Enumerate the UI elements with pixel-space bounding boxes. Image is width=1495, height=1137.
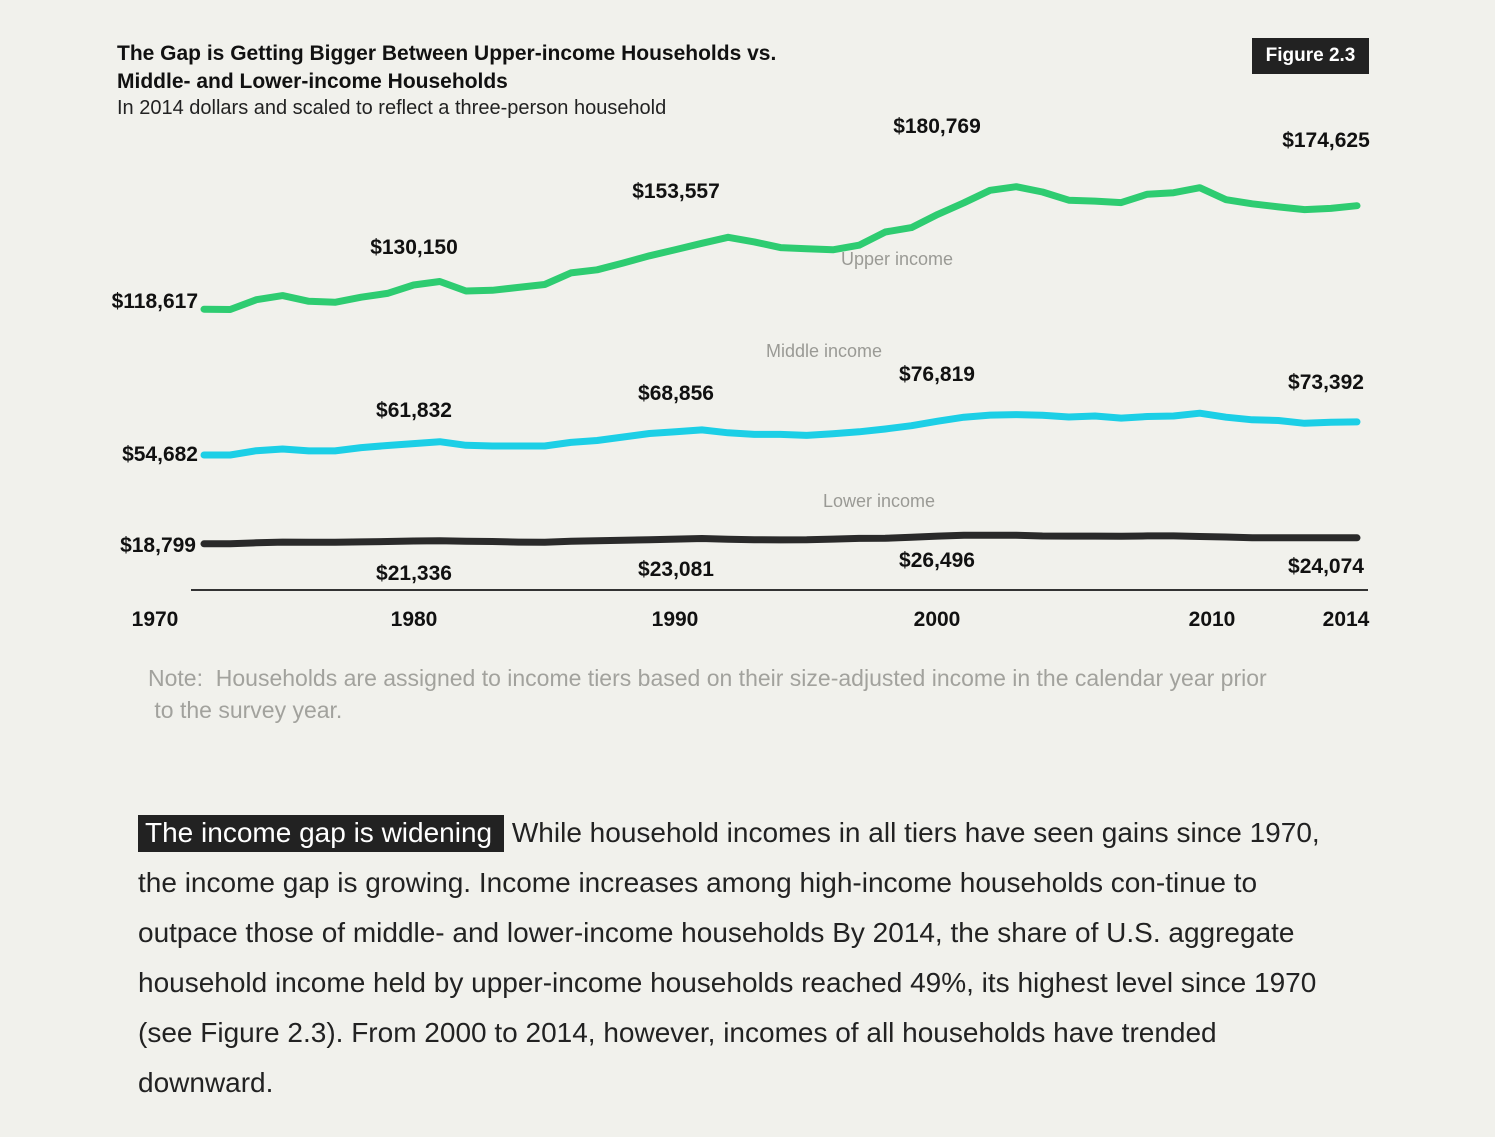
data-label-upper-1979: $130,150 [370, 236, 458, 259]
body-paragraph: The income gap is widening While househo… [138, 808, 1358, 1108]
data-label-upper-1970: $118,617 [112, 290, 198, 313]
data-label-middle-1970: $54,682 [122, 443, 198, 466]
data-label-lower-2014: $24,074 [1288, 555, 1364, 578]
data-label-lower-1979: $21,336 [376, 562, 452, 585]
data-label-lower-1970: $18,799 [120, 534, 196, 557]
x-tick-label-2014: 2014 [1323, 608, 1370, 631]
chart-note: Note: Households are assigned to income … [148, 662, 1378, 726]
data-label-upper-1999: $180,769 [893, 115, 981, 138]
data-label-middle-1999: $76,819 [899, 363, 975, 386]
data-label-middle-1979: $61,832 [376, 399, 452, 422]
data-label-upper-2014: $174,625 [1282, 129, 1370, 152]
series-line-upper [200, 183, 1361, 313]
data-label-middle-2014: $73,392 [1288, 371, 1364, 394]
x-tick-label-1980: 1980 [391, 608, 438, 631]
series-line-lower [200, 531, 1361, 548]
x-tick-label-2010: 2010 [1189, 608, 1236, 631]
x-tick-label-1990: 1990 [652, 608, 699, 631]
series-label-middle: Middle income [766, 341, 882, 361]
data-label-lower-1999: $26,496 [899, 549, 975, 572]
highlight-label: The income gap is widening [138, 815, 505, 852]
series-line-middle [200, 409, 1361, 459]
chart-note-text: Note: Households are assigned to income … [148, 665, 1267, 723]
data-label-middle-1989: $68,856 [638, 382, 714, 405]
data-label-lower-1989: $23,081 [638, 558, 714, 581]
x-tick-label-1970: 1970 [132, 608, 179, 631]
series-label-lower: Lower income [823, 491, 935, 511]
paragraph-text: While household incomes in all tiers hav… [138, 817, 1320, 1098]
chart-subtitle: In 2014 dollars and scaled to reflect a … [117, 97, 667, 119]
figure-badge: Figure 2.3 [1252, 38, 1369, 74]
series-label-upper: Upper income [841, 249, 953, 269]
income-line-chart: 1970 1980 1990 2000 2010 2014 Upper income $118… [112, 115, 1371, 631]
x-tick-label-2000: 2000 [914, 608, 961, 631]
chart-title: The Gap is Getting Bigger Between Upper-… [117, 42, 777, 93]
data-label-upper-1989: $153,557 [632, 180, 720, 203]
